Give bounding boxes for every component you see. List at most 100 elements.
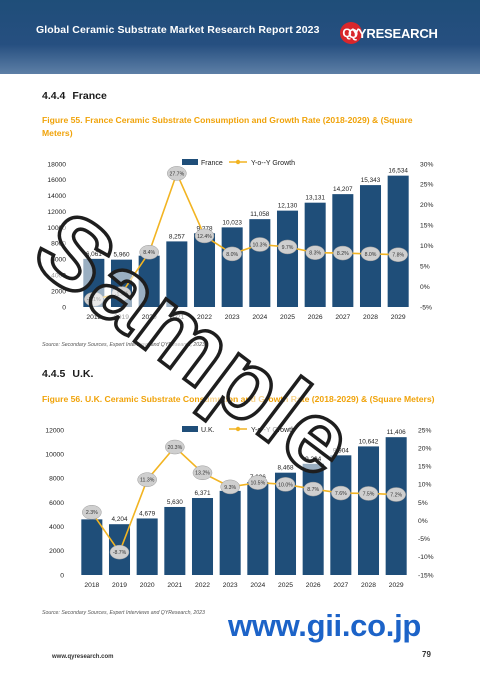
bar-value-label: 5,630 bbox=[167, 499, 183, 506]
growth-value-label: 8.2% bbox=[337, 251, 349, 257]
growth-point bbox=[165, 439, 185, 455]
bar-value-label: 15,343 bbox=[361, 177, 381, 184]
y-axis-tick-label: 8000 bbox=[51, 241, 66, 248]
y-axis-tick-label: 8000 bbox=[49, 476, 64, 483]
growth-value-label: 27.7% bbox=[169, 171, 184, 177]
growth-point bbox=[192, 465, 213, 481]
y-axis-tick-label: 12000 bbox=[45, 427, 64, 434]
x-axis-tick-label: 2029 bbox=[389, 582, 404, 588]
x-axis-tick-label: 2023 bbox=[223, 582, 238, 588]
growth-point bbox=[167, 166, 187, 181]
growth-point bbox=[111, 286, 132, 301]
growth-value-label: 20.3% bbox=[167, 445, 182, 451]
x-axis-tick-label: 2020 bbox=[140, 582, 155, 588]
bar-value-label: 8,257 bbox=[169, 233, 185, 240]
bar-value-label: 11,406 bbox=[387, 429, 407, 436]
x-axis-tick-label: 2028 bbox=[361, 582, 376, 588]
bar-value-label: 16,534 bbox=[388, 168, 408, 175]
growth-value-label: 7.8% bbox=[392, 253, 404, 259]
y-axis-tick-label: 16000 bbox=[47, 177, 66, 184]
growth-point bbox=[109, 544, 130, 560]
growth-value-label: 8.3% bbox=[309, 251, 321, 257]
growth-value-label: -8.7% bbox=[113, 550, 127, 556]
y2-axis-tick-label: -5% bbox=[418, 536, 430, 543]
y2-axis-tick-label: 15% bbox=[418, 464, 431, 471]
growth-point bbox=[222, 246, 242, 262]
growth-value-label: 8.0% bbox=[365, 252, 377, 258]
y2-axis-tick-label: -5% bbox=[420, 304, 432, 311]
section-title: France bbox=[72, 90, 107, 102]
report-title: Global Ceramic Substrate Market Research… bbox=[36, 24, 320, 36]
qy-logo-mark: QY bbox=[340, 22, 362, 44]
growth-value-label: 12.4% bbox=[197, 234, 212, 240]
bar-value-label: 10,023 bbox=[222, 219, 242, 226]
y-axis-tick-label: 10000 bbox=[47, 225, 66, 232]
x-axis-tick-label: 2018 bbox=[86, 314, 101, 321]
bar bbox=[276, 210, 299, 307]
x-axis-tick-label: 2023 bbox=[225, 314, 240, 321]
x-axis-tick-label: 2026 bbox=[308, 314, 323, 321]
section-number: 4.4.4 bbox=[42, 90, 66, 102]
growth-value-label: 10.0% bbox=[278, 482, 293, 488]
growth-value-label: 7.2% bbox=[390, 492, 402, 498]
bar-value-label: 8,468 bbox=[278, 465, 294, 472]
bar-value-label: 12,130 bbox=[278, 203, 298, 210]
bar-value-label: 6,371 bbox=[195, 490, 211, 497]
section-title: U.K. bbox=[72, 368, 94, 380]
bar-value-label: 9,904 bbox=[333, 447, 349, 454]
x-axis-tick-label: 2028 bbox=[363, 314, 378, 321]
y-axis-tick-label: 6000 bbox=[49, 500, 64, 507]
y-axis-tick-label: 0 bbox=[62, 304, 66, 311]
y2-axis-tick-label: 15% bbox=[420, 223, 433, 230]
x-axis-tick-label: 2021 bbox=[167, 582, 182, 588]
legend-bar-label: France bbox=[201, 160, 223, 167]
growth-value-label: 9.3% bbox=[224, 485, 236, 491]
growth-point bbox=[137, 472, 157, 487]
legend-bar-swatch bbox=[182, 426, 198, 432]
growth-point bbox=[358, 486, 379, 501]
x-axis-tick-label: 2022 bbox=[195, 582, 210, 588]
bar bbox=[219, 490, 241, 575]
x-axis-tick-label: 2027 bbox=[333, 582, 348, 588]
growth-value-label: 9.7% bbox=[282, 245, 294, 251]
bar-value-label: 10,642 bbox=[359, 438, 379, 445]
bar bbox=[221, 227, 243, 307]
y-axis-tick-label: 14000 bbox=[47, 193, 66, 200]
growth-point bbox=[360, 246, 381, 262]
y-axis-tick-label: 6000 bbox=[51, 257, 66, 264]
y2-axis-tick-label: 5% bbox=[420, 263, 430, 270]
y-axis-tick-label: 18000 bbox=[47, 161, 66, 168]
legend-line-marker bbox=[235, 426, 241, 432]
growth-point bbox=[275, 477, 296, 492]
y-axis-tick-label: 10000 bbox=[45, 451, 64, 458]
y2-axis-tick-label: 30% bbox=[420, 161, 433, 168]
x-axis-tick-label: 2019 bbox=[112, 582, 127, 588]
bar bbox=[330, 455, 352, 575]
growth-point bbox=[194, 228, 215, 244]
legend-line-label: Y-o--Y Growth bbox=[251, 160, 295, 167]
y2-axis-tick-label: 0% bbox=[418, 518, 428, 525]
section-heading-france: 4.4.4 France bbox=[42, 90, 107, 102]
growth-point bbox=[305, 245, 325, 260]
y2-axis-tick-label: -10% bbox=[418, 554, 434, 561]
bar-value-label: 4,679 bbox=[139, 510, 155, 517]
bar bbox=[274, 472, 297, 575]
x-axis-tick-label: 2021 bbox=[169, 314, 184, 321]
qy-logo-text: QYRESEARCH bbox=[348, 26, 438, 41]
bar bbox=[249, 219, 271, 307]
y-axis-tick-label: 2000 bbox=[49, 548, 64, 555]
gii-watermark-url: www.gii.co.jp bbox=[228, 608, 422, 643]
france-consumption-chart: 0 2000 4000 6000 8000 10000 12000 14000 16000 180… bbox=[47, 159, 433, 321]
bar bbox=[138, 255, 160, 307]
bar bbox=[166, 241, 188, 307]
growth-value-label: 11.3% bbox=[140, 478, 155, 484]
y2-axis-tick-label: 10% bbox=[418, 482, 431, 489]
y-axis-tick-label: 4000 bbox=[51, 273, 66, 280]
section-heading-uk: 4.4.5 U.K. bbox=[42, 368, 93, 380]
report-header-banner: Global Ceramic Substrate Market Research… bbox=[0, 0, 480, 74]
growth-value-label: 7.6% bbox=[335, 491, 347, 497]
y2-axis-tick-label: 0% bbox=[420, 284, 430, 291]
growth-point bbox=[333, 245, 353, 261]
growth-value-label: 8.0% bbox=[226, 252, 238, 258]
bar-value-label: 4,204 bbox=[112, 516, 128, 523]
